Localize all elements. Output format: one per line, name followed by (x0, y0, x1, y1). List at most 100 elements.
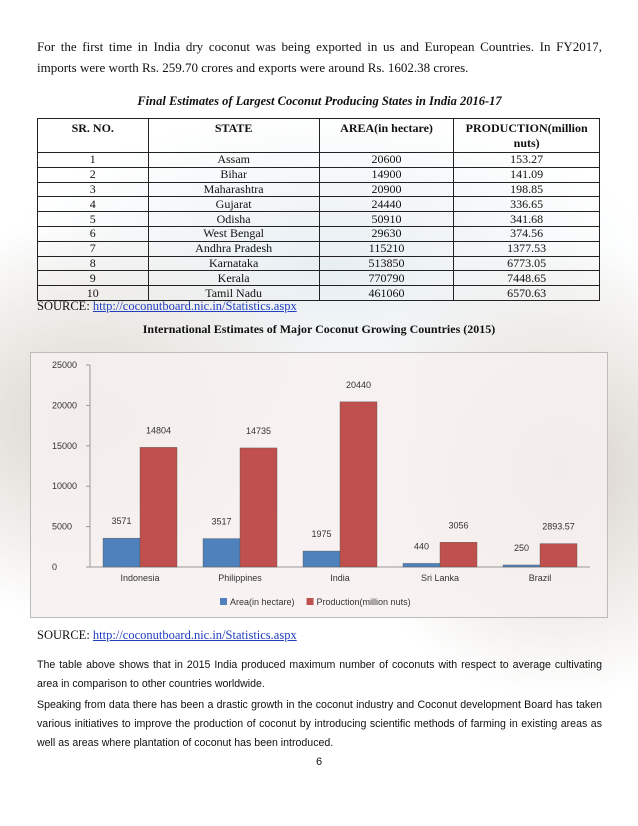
header-cell: PRODUCTION(million nuts) (453, 118, 600, 153)
chart-frame (30, 352, 608, 618)
page-number: 6 (315, 756, 323, 768)
data-label: 3571 (111, 516, 131, 526)
table-cell: 341.68 (453, 211, 600, 227)
table-cell: 1377.53 (453, 240, 600, 257)
source-label: SOURCE: (37, 628, 90, 642)
table-row: 6 West Bengal 29630 374.56 (37, 225, 600, 242)
table-cell: 24440 (318, 196, 455, 213)
y-tick-label: 20000 (52, 400, 77, 410)
bar (239, 447, 278, 568)
data-label: 14804 (146, 425, 171, 435)
y-tick-label: 25000 (52, 360, 77, 370)
table-cell: Kerala (147, 270, 320, 287)
table-cell: 50910 (318, 211, 455, 227)
x-tick-label: India (330, 573, 350, 583)
table-cell: 10 (37, 285, 149, 301)
table-cell: Bihar (147, 166, 320, 183)
y-tick-label: 10000 (52, 481, 77, 491)
table-cell: 115210 (318, 240, 455, 257)
chart: 0 5000 10000 15000 20000 25000 Indonesia 3571 14… (30, 352, 608, 618)
legend-swatch (306, 598, 314, 605)
bar (502, 564, 541, 568)
table-row: 7 Andhra Pradesh 115210 1377.53 (37, 240, 600, 257)
table-cell: Andhra Pradesh (147, 240, 320, 257)
table-row: 9 Kerala 770790 7448.65 (37, 270, 600, 287)
legend-label: Production(million nuts) (317, 597, 411, 607)
y-tick-label: 15000 (52, 441, 77, 451)
bar (102, 537, 141, 568)
table-row: 4 Gujarat 24440 336.65 (37, 196, 600, 213)
table-cell: 20900 (318, 181, 455, 198)
y-tick-label: 0 (52, 562, 57, 572)
table-row: 8 Karnataka 513850 6773.05 (37, 255, 600, 272)
table-cell: 6773.05 (453, 255, 600, 272)
table-cell: Maharashtra (147, 181, 320, 198)
intro-paragraph: For the first time in India dry coconut … (37, 39, 602, 75)
bar (439, 542, 478, 568)
table-cell: 336.65 (453, 196, 600, 213)
table-cell: 6 (37, 225, 149, 242)
table-cell: Assam (147, 152, 320, 168)
table-row: 2 Bihar 14900 141.09 (37, 166, 600, 183)
header-cell: SR. NO. (37, 118, 149, 153)
source-link[interactable]: http://coconutboard.nic.in/Statistics.as… (92, 299, 297, 313)
header-cell: AREA(in hectare) (318, 118, 455, 153)
data-label: 3517 (211, 517, 231, 527)
header-row: SR. NO. STATE AREA(in hectare) PRODUCTION(m… (37, 118, 600, 153)
table-row: 1 Assam 20600 153.27 (37, 152, 600, 168)
y-tick-label: 5000 (52, 522, 72, 532)
paragraph: Speaking from data there has been a dras… (37, 699, 602, 749)
legend-label: Area(in hectare) (230, 597, 295, 607)
table-cell: Gujarat (147, 196, 320, 213)
bar (339, 401, 378, 568)
table-caption: Final Estimates of Largest Coconut Produ… (137, 94, 502, 108)
data-label: 440 (414, 541, 429, 551)
table-cell: 461060 (318, 285, 455, 301)
bar (202, 538, 241, 568)
table-cell: 374.56 (453, 225, 600, 242)
table-row: 5 Odisha 50910 341.68 (37, 211, 600, 227)
header-cell: STATE (147, 118, 320, 153)
bar (402, 563, 441, 568)
table-row: 3 Maharashtra 20900 198.85 (37, 181, 600, 198)
table-cell: 513850 (318, 255, 455, 272)
table-cell: 4 (37, 196, 149, 213)
data-label: 250 (514, 543, 529, 553)
bar (139, 447, 178, 568)
table-cell: 1 (37, 152, 149, 168)
table-cell: Karnataka (147, 255, 320, 272)
source-link[interactable]: http://coconutboard.nic.in/Statistics.as… (92, 628, 297, 642)
source-label: SOURCE: (37, 299, 90, 313)
chart-title: International Estimates of Major Coconut… (142, 322, 496, 336)
data-label: 1975 (311, 529, 331, 539)
table-row: 10 Tamil Nadu 461060 6570.63 (37, 285, 600, 301)
source: SOURCE: http://coconutboard.nic.in/Stati… (37, 299, 297, 314)
table-cell: 2 (37, 166, 149, 183)
table-cell: 141.09 (453, 166, 600, 183)
table-cell: 8 (37, 255, 149, 272)
bar (302, 550, 341, 568)
table-cell: West Bengal (147, 225, 320, 242)
source: SOURCE: http://coconutboard.nic.in/Stati… (37, 628, 297, 643)
x-tick-label: Philippines (218, 573, 262, 583)
table-cell: 3 (37, 181, 149, 198)
table-cell: 7 (37, 240, 149, 257)
data-label: 20440 (346, 380, 371, 390)
data-label: 2893.57 (542, 522, 575, 532)
table-cell: 7448.65 (453, 270, 600, 287)
table-cell: 153.27 (453, 152, 600, 168)
table-cell: 5 (37, 211, 149, 227)
table-cell: 9 (37, 270, 149, 287)
x-tick-label: Indonesia (120, 573, 159, 583)
x-tick-label: Brazil (529, 573, 552, 583)
table: SR. NO. STATE AREA(in hectare) PRODUCTION(m… (37, 118, 600, 301)
table-cell: 198.85 (453, 181, 600, 198)
table-cell: 770790 (318, 270, 455, 287)
table-cell: 20600 (318, 152, 455, 168)
data-label: 14735 (246, 426, 271, 436)
table-cell: Tamil Nadu (147, 285, 320, 301)
table-cell: 6570.63 (453, 285, 600, 301)
table-cell: Odisha (147, 211, 320, 227)
table-cell: 29630 (318, 225, 455, 242)
